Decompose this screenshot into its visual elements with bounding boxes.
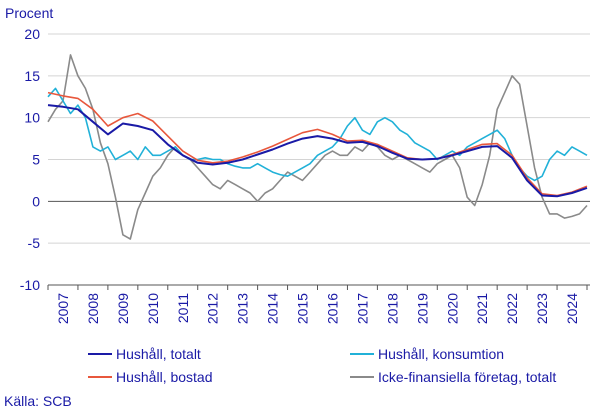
x-tick-label: 2023: [534, 293, 550, 324]
x-tick-label: 2016: [324, 293, 340, 324]
series-lines: [47, 54, 588, 240]
x-tick-label: 2013: [235, 293, 251, 324]
x-tick-label: 2022: [504, 293, 520, 324]
series-line: [47, 54, 588, 240]
x-tick-label: 2019: [414, 293, 430, 324]
series-line: [47, 91, 588, 197]
legend-label: Hushåll, totalt: [116, 346, 201, 362]
y-axis-ticks: -10 -5 0 5 10 15 20: [20, 26, 40, 293]
y-tick-label: 15: [24, 68, 40, 84]
y-tick-label: -5: [28, 235, 41, 251]
x-tick-label: 2018: [384, 293, 400, 324]
x-tick-label: 2015: [295, 293, 311, 324]
y-tick-label: 0: [32, 193, 40, 209]
y-tick-label: 5: [32, 152, 40, 168]
series-line: [47, 87, 588, 182]
x-tick-label: 2017: [354, 293, 370, 324]
source-note: Källa: SCB: [4, 393, 72, 409]
series-line: [47, 104, 588, 198]
x-tick-label: 2007: [55, 293, 71, 324]
x-tick-label: 2012: [205, 293, 221, 324]
gridlines: [48, 33, 590, 286]
x-tick-label: 2020: [444, 293, 460, 324]
x-tick-label: 2009: [115, 293, 131, 324]
legend-label: Hushåll, bostad: [116, 369, 213, 385]
y-tick-label: 10: [24, 110, 40, 126]
legend: Hushåll, totalt Hushåll, konsumtion Hushål…: [88, 346, 556, 385]
x-tick-label: 2021: [474, 293, 490, 324]
x-axis: 2007 2008 2009 2010 2011 2012 2013 2014 2015 2016…: [47, 284, 590, 324]
y-tick-label: -10: [20, 277, 40, 293]
x-tick-label: 2024: [564, 293, 580, 324]
y-axis-title: Procent: [5, 5, 53, 21]
x-tick-label: 2014: [265, 293, 281, 324]
legend-label: Hushåll, konsumtion: [378, 346, 504, 362]
x-tick-label: 2011: [175, 293, 191, 323]
legend-label: Icke-finansiella företag, totalt: [378, 369, 556, 385]
x-tick-label: 2010: [145, 293, 161, 324]
x-tick-label: 2008: [85, 293, 101, 324]
y-tick-label: 20: [24, 26, 40, 42]
